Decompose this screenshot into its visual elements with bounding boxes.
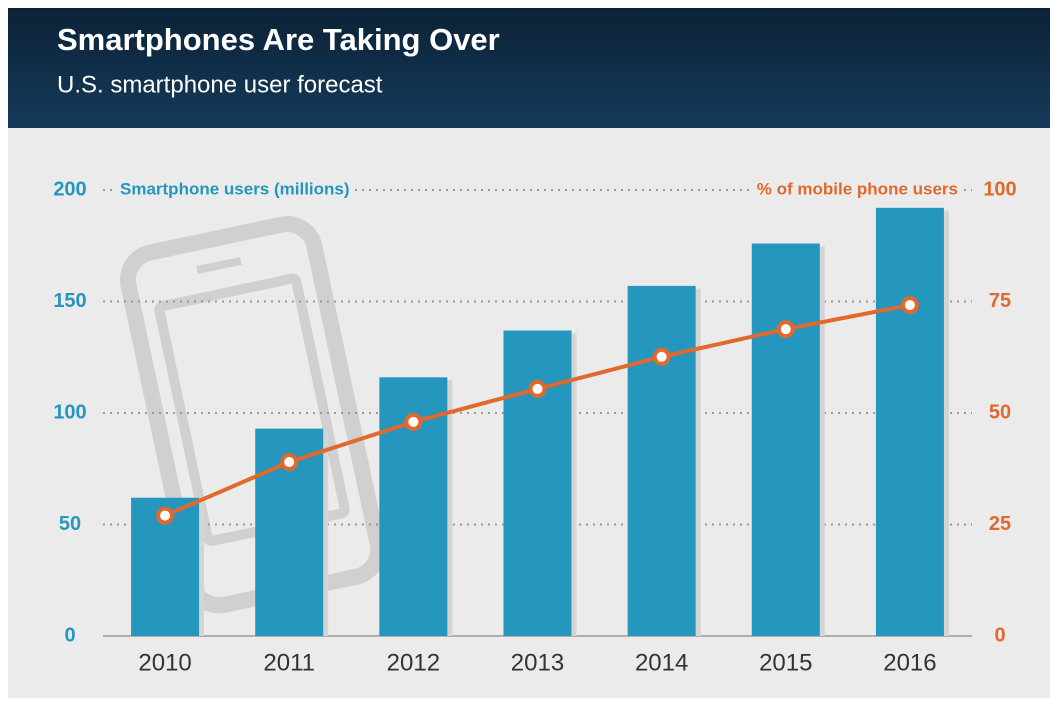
line-point bbox=[652, 347, 671, 366]
line-point bbox=[404, 412, 423, 431]
line-point bbox=[900, 296, 919, 315]
y-tick-label: 200 bbox=[53, 178, 86, 200]
x-tick-label: 2011 bbox=[263, 649, 315, 676]
chart-title: Smartphones Are Taking Over bbox=[57, 22, 500, 57]
x-tick-label: 2010 bbox=[138, 649, 191, 676]
y2-tick-label: 75 bbox=[989, 290, 1011, 312]
x-tick-label: 2016 bbox=[883, 649, 936, 676]
bar bbox=[627, 285, 696, 636]
line-point bbox=[528, 379, 547, 398]
bar bbox=[875, 207, 944, 636]
y-tick-label: 0 bbox=[64, 624, 75, 646]
bar bbox=[751, 243, 820, 636]
y2-tick-label: 50 bbox=[989, 401, 1011, 423]
x-tick-label: 2012 bbox=[387, 649, 440, 676]
y2-tick-label: 0 bbox=[994, 624, 1005, 646]
label-background bbox=[116, 179, 354, 199]
x-tick-label: 2015 bbox=[759, 649, 812, 676]
chart-subtitle: U.S. smartphone user forecast bbox=[57, 71, 383, 98]
y2-tick-label: 100 bbox=[983, 178, 1016, 200]
line-point bbox=[280, 453, 299, 472]
line-point bbox=[156, 506, 175, 525]
y-tick-label: 50 bbox=[59, 513, 81, 535]
x-tick-label: 2014 bbox=[635, 649, 688, 676]
bar bbox=[503, 330, 572, 636]
y-tick-label: 150 bbox=[53, 290, 86, 312]
y-tick-label: 100 bbox=[53, 401, 86, 423]
line-point bbox=[776, 320, 795, 339]
y2-axis-title: % of mobile phone users bbox=[757, 179, 958, 198]
label-background bbox=[752, 179, 962, 199]
header bbox=[8, 8, 1050, 128]
y-axis-title: Smartphone users (millions) bbox=[120, 179, 350, 198]
x-tick-label: 2013 bbox=[511, 649, 564, 676]
y2-tick-label: 25 bbox=[989, 513, 1011, 535]
